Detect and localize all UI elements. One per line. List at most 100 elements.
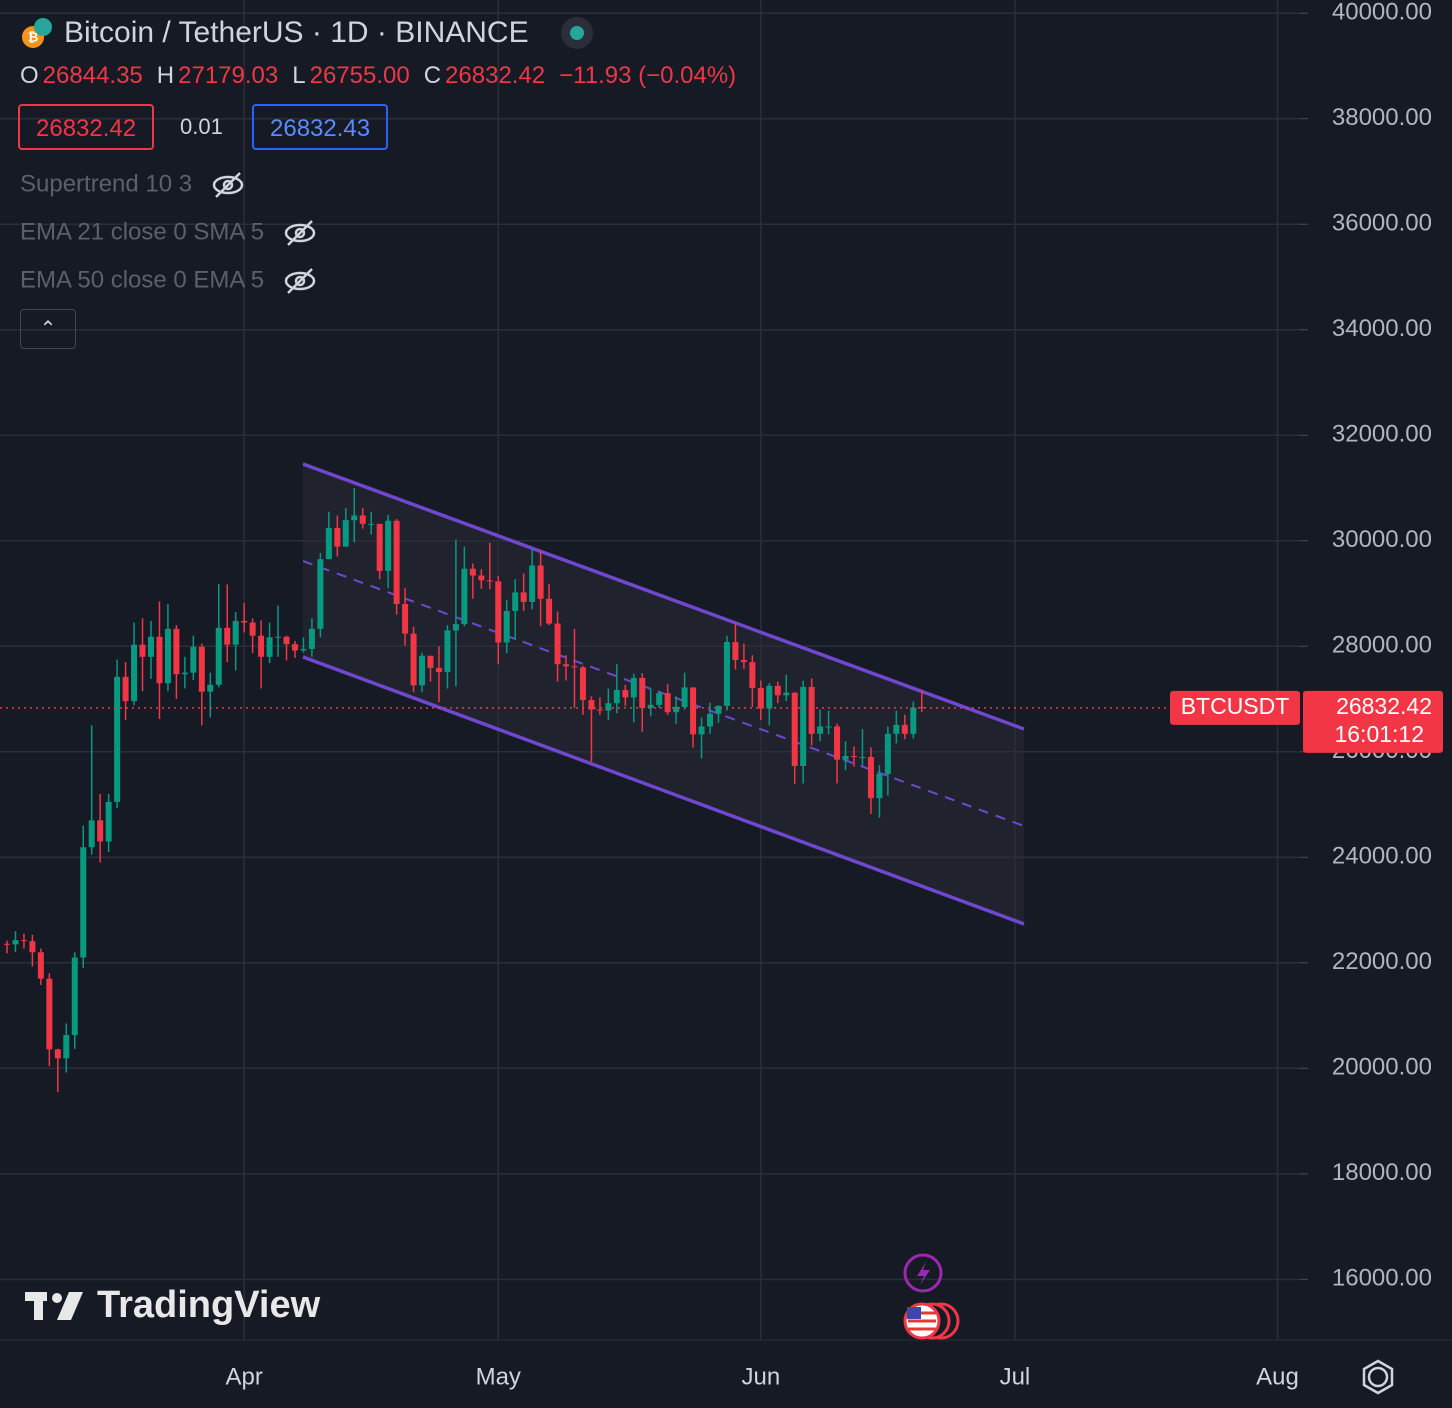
candle-body bbox=[275, 636, 282, 638]
candle-body bbox=[910, 707, 917, 734]
sell-button[interactable]: 26832.42 bbox=[18, 104, 155, 150]
channel-upper bbox=[302, 462, 1025, 731]
time-axis bbox=[0, 1340, 1452, 1408]
collapse-button[interactable]: ⌃ bbox=[20, 309, 76, 349]
svg-text:₿: ₿ bbox=[28, 29, 39, 44]
indicator-label: Supertrend 10 3 bbox=[20, 170, 193, 198]
y-tick-label: 28000.00 bbox=[1332, 632, 1432, 659]
hidden-icon[interactable] bbox=[210, 170, 246, 200]
candle-body bbox=[469, 568, 476, 576]
candle-body bbox=[723, 642, 730, 706]
countdown: 16:01:12 bbox=[1334, 721, 1424, 747]
price-tag bbox=[1303, 690, 1443, 753]
candle-body bbox=[740, 659, 747, 663]
candle-body bbox=[393, 520, 400, 605]
candle-body bbox=[461, 568, 468, 625]
indicator: Supertrend 10 3 bbox=[20, 170, 246, 200]
x-tick-label: Jul bbox=[1000, 1363, 1031, 1390]
candle-body bbox=[4, 943, 10, 945]
candle-body bbox=[732, 642, 739, 660]
candle-body bbox=[325, 528, 332, 560]
candle-body bbox=[224, 627, 231, 645]
buy-button[interactable]: 26832.43 bbox=[252, 104, 389, 150]
candle-body bbox=[707, 713, 714, 727]
hidden-icon[interactable] bbox=[282, 266, 318, 296]
candle-body bbox=[783, 692, 790, 696]
ohlc-value: 26844.35 bbox=[42, 62, 143, 89]
candle-body bbox=[563, 664, 570, 667]
candle-body bbox=[884, 733, 891, 774]
candle-body bbox=[630, 677, 637, 698]
candle-body bbox=[122, 676, 129, 702]
market-status bbox=[560, 17, 593, 49]
candle-body bbox=[71, 957, 78, 1036]
candle-body bbox=[181, 672, 188, 675]
candle-body bbox=[198, 646, 205, 692]
candle-body bbox=[749, 662, 756, 688]
candle-body bbox=[105, 801, 112, 842]
candle-body bbox=[147, 636, 154, 657]
candle-body bbox=[12, 940, 19, 945]
x-tick-label: Apr bbox=[225, 1363, 262, 1390]
price-tag-label: 26832.42 bbox=[1336, 693, 1432, 719]
candle-body bbox=[791, 692, 798, 767]
candle-body bbox=[664, 693, 671, 713]
candle-body bbox=[88, 820, 95, 848]
candle-body bbox=[757, 687, 764, 709]
symbol-tag bbox=[1170, 690, 1300, 725]
candle-body bbox=[596, 709, 603, 711]
candle-body bbox=[622, 690, 629, 698]
hidden-icon[interactable] bbox=[282, 218, 318, 248]
y-tick-label: 36000.00 bbox=[1332, 210, 1432, 237]
candle-body bbox=[215, 627, 222, 685]
candle-body bbox=[774, 685, 781, 696]
candle-body bbox=[800, 686, 807, 767]
candle-body bbox=[605, 703, 612, 711]
channel-lower bbox=[302, 655, 1025, 926]
candle-body bbox=[46, 978, 53, 1050]
candle-body bbox=[834, 726, 841, 760]
candle-body bbox=[164, 628, 171, 684]
y-tick-label: 24000.00 bbox=[1332, 843, 1432, 870]
candle-body bbox=[376, 523, 383, 571]
candle-body bbox=[851, 755, 857, 758]
y-tick-label: 16000.00 bbox=[1332, 1265, 1432, 1292]
candle-body bbox=[817, 726, 824, 734]
ohlc-row: O 26844.35 H 27179.03 L 26755.00 C 26832.42 −11.… bbox=[20, 62, 746, 90]
candle-body bbox=[639, 677, 646, 708]
candle-body bbox=[97, 820, 104, 842]
indicator-label: EMA 50 close 0 EMA 5 bbox=[20, 266, 265, 294]
candle-body bbox=[825, 726, 832, 728]
candle-body bbox=[681, 687, 688, 707]
settings-gear bbox=[1367, 1366, 1389, 1388]
candle-body bbox=[359, 515, 366, 524]
candle-body bbox=[334, 528, 341, 547]
flag-canton bbox=[907, 1307, 921, 1319]
candle-body bbox=[893, 724, 900, 734]
candle-body bbox=[139, 644, 146, 657]
ohlc-key: L bbox=[292, 62, 306, 89]
candle-body bbox=[486, 580, 493, 582]
candle-body bbox=[698, 726, 705, 735]
watermark: TradingView bbox=[25, 1284, 320, 1327]
candle-body bbox=[368, 523, 375, 525]
candle-body bbox=[37, 952, 44, 979]
candle-body bbox=[300, 648, 307, 651]
ohlc-value: 27179.03 bbox=[178, 62, 279, 89]
candle-body bbox=[554, 623, 561, 665]
candle-body bbox=[190, 646, 197, 673]
channel-mid bbox=[302, 560, 1025, 827]
indicator: EMA 50 close 0 EMA 5 bbox=[20, 266, 318, 296]
candle-body bbox=[410, 633, 417, 686]
candle-body bbox=[63, 1035, 70, 1059]
candle-body bbox=[571, 666, 578, 668]
candle-body bbox=[385, 520, 392, 571]
candle-body bbox=[131, 644, 138, 702]
candle-body bbox=[308, 628, 315, 649]
candle-body bbox=[114, 676, 121, 802]
candle-body bbox=[766, 685, 773, 709]
candle-body bbox=[402, 604, 409, 634]
y-tick-label: 30000.00 bbox=[1332, 526, 1432, 553]
candle-body bbox=[656, 693, 663, 705]
ohlc-key: H bbox=[156, 62, 175, 89]
